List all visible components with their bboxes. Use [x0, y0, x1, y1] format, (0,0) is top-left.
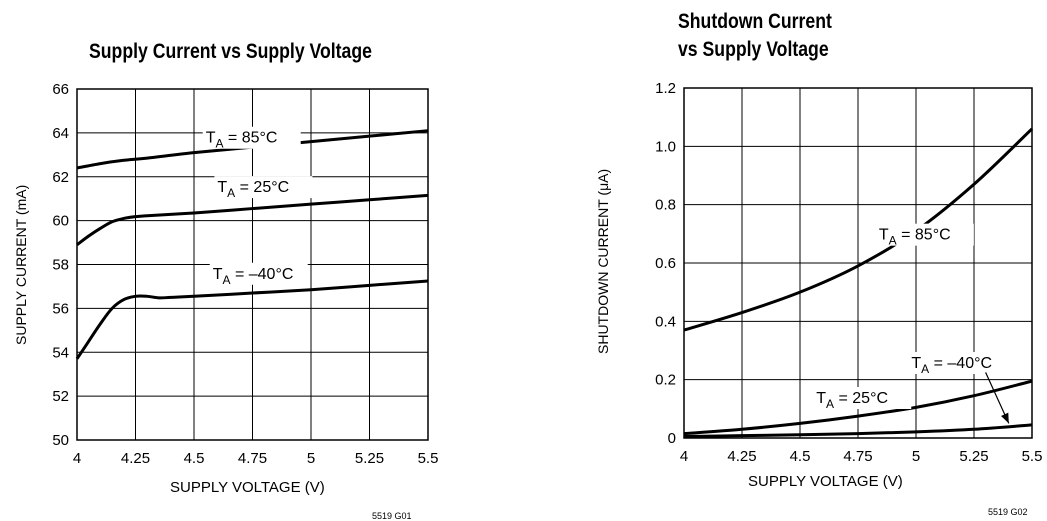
y-tick-label: 58 [52, 257, 69, 274]
series-line [75, 279, 429, 360]
x-tick-label: 4.25 [121, 450, 150, 467]
x-tick-label: 5.5 [418, 450, 439, 467]
series-label: TA = 85°C [879, 227, 951, 248]
plot-area: 4 4.25 4.5 4.75 5 5.25 5.5 50 52 54 56 58 60 62 64 66 TA… [52, 81, 439, 467]
plot-frame [76, 88, 429, 441]
pointer-arrow-head [1001, 412, 1009, 424]
x-tick-label: 4 [680, 448, 688, 465]
x-tick-label: 4.5 [184, 450, 205, 467]
chart-title-line-2: vs Supply Voltage [678, 38, 829, 61]
y-tick-label: 0.2 [655, 372, 676, 389]
series-line [683, 379, 1033, 436]
series-label-bg [214, 176, 313, 199]
y-tick-label: 1.2 [655, 80, 676, 97]
plot-area: 4 4.25 4.5 4.75 5 5.25 5.5 0 0.2 0.4 0.6 0.8 1.0 1.2 T… [655, 80, 1043, 465]
x-axis-label: SUPPLY VOLTAGE (V) [748, 473, 903, 490]
y-tick-label: 62 [52, 169, 69, 186]
x-tick-label: 5 [912, 448, 920, 465]
series-label-bg [908, 352, 1007, 374]
chart-shutdown-current: Shutdown Current vs Supply Voltage SHUTD… [523, 0, 1047, 521]
x-tick-label: 4.5 [790, 448, 811, 465]
x-tick-label: 5.25 [355, 450, 384, 467]
series-line [76, 193, 429, 246]
y-tick-label: 52 [52, 388, 69, 405]
chart-title: Supply Current vs Supply Voltage [89, 40, 372, 63]
series-label: TA = 25°C [816, 390, 888, 411]
x-tick-label: 4.75 [843, 448, 872, 465]
x-tick-label: 5.5 [1022, 448, 1043, 465]
y-tick-label: 50 [52, 432, 69, 449]
y-tick-label: 1.0 [655, 138, 676, 155]
y-tick-label: 64 [52, 125, 69, 142]
figure-id: 5519 G02 [988, 507, 1028, 517]
y-tick-label: 0 [668, 430, 676, 447]
x-tick-label: 5 [307, 450, 315, 467]
series-label: TA = –40°C [213, 266, 294, 287]
series-line [76, 129, 429, 170]
y-tick-label: 66 [52, 81, 69, 98]
y-tick-label: 56 [52, 300, 69, 317]
grid [683, 87, 1033, 439]
x-tick-label: 4.75 [238, 450, 267, 467]
series-line [683, 423, 1033, 439]
series-label-bg [202, 126, 301, 149]
x-axis-label: SUPPLY VOLTAGE (V) [170, 479, 325, 496]
series-line [683, 127, 1034, 332]
series-label-bg [875, 223, 974, 246]
series-label-bg [209, 262, 308, 285]
series-label: TA = –40°C [911, 355, 992, 376]
x-tick-label: 4.25 [727, 448, 756, 465]
x-tick-label: 4 [73, 450, 81, 467]
plot-frame [683, 87, 1033, 439]
y-tick-label: 60 [52, 213, 69, 230]
chart-supply-current: Supply Current vs Supply Voltage SUPPLY … [0, 0, 523, 521]
series-label-bg [813, 387, 912, 409]
figure-id: 5519 G01 [372, 511, 412, 521]
y-tick-label: 0.8 [655, 197, 676, 214]
series-label: TA = 25°C [217, 179, 289, 200]
chart-title-line-1: Shutdown Current [678, 10, 832, 33]
series-label: TA = 85°C [206, 130, 278, 151]
y-tick-label: 54 [52, 344, 69, 361]
x-tick-label: 5.25 [959, 448, 988, 465]
y-tick-label: 0.4 [655, 313, 676, 330]
y-tick-label: 0.6 [655, 255, 676, 272]
